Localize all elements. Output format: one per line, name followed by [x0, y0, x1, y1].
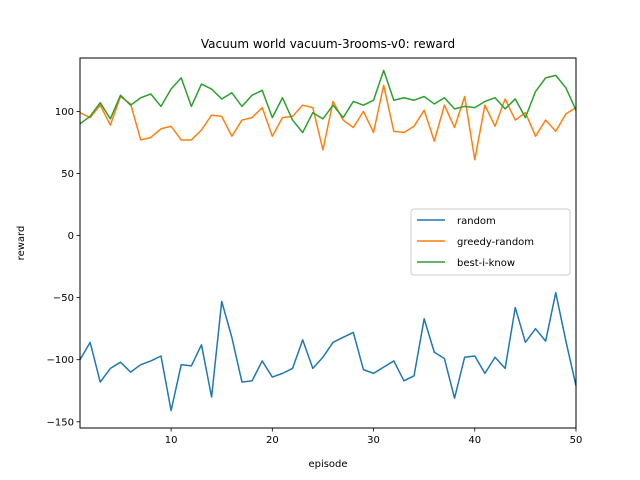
chart-title: Vacuum world vacuum-3rooms-v0: reward — [201, 37, 455, 51]
plot-frame — [79, 57, 577, 429]
series-layer — [79, 69, 577, 412]
x-tick-label: 30 — [367, 435, 380, 446]
y-axis-title: reward — [16, 226, 27, 261]
series-line-greedy-random — [79, 84, 577, 161]
x-axis-ticks: 10 20 30 40 50 — [165, 428, 583, 446]
legend-label-random: random — [457, 216, 496, 227]
legend-items: random greedy-random best-i-know — [417, 216, 534, 269]
y-tick-label: 100 — [55, 107, 74, 118]
y-tick-label: −100 — [47, 355, 74, 366]
x-tick-label: 50 — [570, 435, 583, 446]
chart-legend: random greedy-random best-i-know — [410, 208, 571, 276]
y-tick-label: 50 — [61, 169, 74, 180]
series-line-best-i-know — [79, 69, 577, 134]
y-tick-label: −50 — [53, 293, 74, 304]
y-tick-label: −150 — [47, 417, 74, 428]
x-axis-title: episode — [308, 459, 347, 470]
series-line-random — [79, 291, 577, 412]
y-tick-label: 0 — [68, 231, 74, 242]
legend-box — [410, 208, 571, 276]
x-tick-label: 20 — [266, 435, 279, 446]
legend-label-best-i-know: best-i-know — [457, 258, 515, 269]
y-axis-ticks: −150 −100 −50 0 50 100 — [47, 107, 80, 428]
x-tick-label: 10 — [165, 435, 178, 446]
x-tick-label: 40 — [468, 435, 481, 446]
legend-label-greedy-random: greedy-random — [457, 237, 534, 248]
